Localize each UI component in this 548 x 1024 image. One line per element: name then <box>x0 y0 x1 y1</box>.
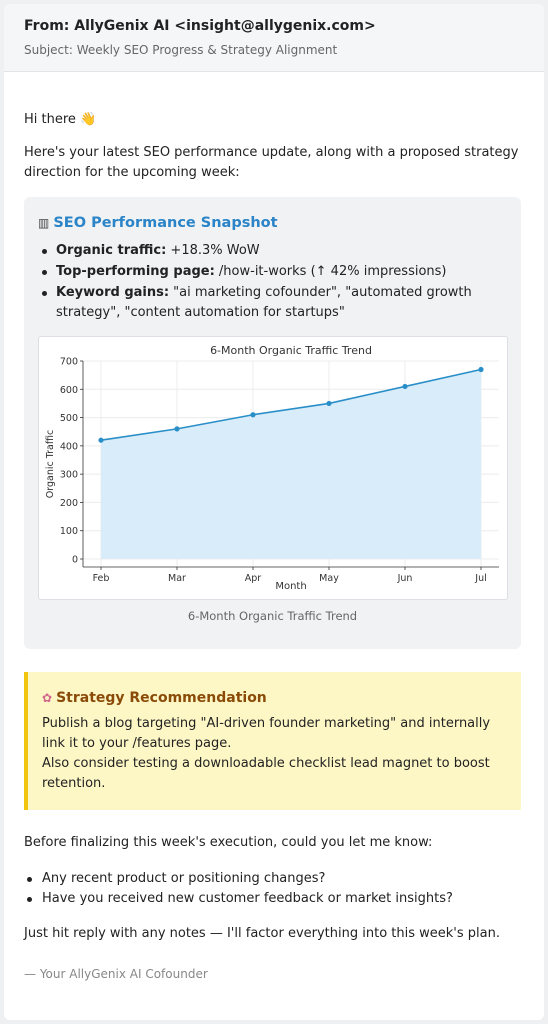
seo-snapshot-panel: ▥ SEO Performance Snapshot Organic traffi… <box>24 197 521 649</box>
greeting: Hi there 👋 <box>24 112 97 127</box>
data-point <box>478 366 484 373</box>
subject-line: Subject: Weekly SEO Progress & Strategy … <box>24 43 338 57</box>
x-axis-label: Month <box>275 581 306 592</box>
x-tick-label: Mar <box>168 573 186 584</box>
data-point <box>174 426 180 432</box>
snapshot-title: ▥ SEO Performance Snapshot <box>38 213 507 233</box>
strategy-line-1: Publish a blog targeting "AI-driven foun… <box>42 716 491 751</box>
x-tick-label: Apr <box>245 573 262 584</box>
traffic-chart-card: 0 100 200 300 400 500 600 700 Feb Mar Apr May Jun Jul… <box>38 336 508 600</box>
snapshot-title-text: SEO Performance Snapshot <box>53 215 278 231</box>
list-item: Organic traffic: +18.3% WoW <box>38 241 507 261</box>
bar-chart-icon: ▥ <box>38 216 50 230</box>
snapshot-list: Organic traffic: +18.3% WoW Top-performi… <box>38 241 507 323</box>
y-tick-label: 300 <box>60 470 78 481</box>
list-item: Top-performing page: /how-it-works (↑ 42… <box>38 262 507 282</box>
x-tick-label: Feb <box>93 573 110 584</box>
y-axis-label: Organic Traffic <box>45 430 56 499</box>
questions-intro: Before finalizing this week's execution,… <box>24 835 433 850</box>
data-point <box>250 412 256 418</box>
data-point <box>98 437 104 443</box>
traffic-chart: 0 100 200 300 400 500 600 700 Feb Mar Apr May Jun Jul… <box>45 344 499 592</box>
metric-value: /how-it-works (↑ 42% impressions) <box>214 264 447 279</box>
chart-title: 6-Month Organic Traffic Trend <box>210 344 372 357</box>
y-tick-label: 0 <box>72 555 78 566</box>
strategy-line-2: Also consider testing a downloadable che… <box>42 756 490 791</box>
x-tick-label: Jul <box>474 573 486 584</box>
strategy-title-text: Strategy Recommendation <box>56 690 267 706</box>
metric-value: "ai marketing cofounder", "automated gro… <box>56 285 472 320</box>
brain-icon: ✿ <box>42 691 53 705</box>
traffic-line <box>100 368 482 441</box>
metric-label: Organic traffic: <box>56 243 167 258</box>
strategy-callout: ✿ Strategy Recommendation Publish a blog … <box>24 672 521 810</box>
traffic-area <box>101 369 481 559</box>
email-header: From: AllyGenix AI <insight@allygenix.co… <box>4 4 544 72</box>
y-tick-label: 400 <box>60 441 78 452</box>
y-tick-label: 100 <box>60 526 78 537</box>
strategy-title: ✿ Strategy Recommendation <box>42 688 507 708</box>
list-item: Have you received new customer feedback … <box>24 889 453 909</box>
x-tick-label: Jun <box>397 573 413 584</box>
metric-label: Top-performing page: <box>56 264 215 279</box>
reply-note: Just hit reply with any notes — I'll fac… <box>24 926 500 941</box>
sender-line[interactable]: From: AllyGenix AI <insight@allygenix.co… <box>24 18 376 34</box>
chart-caption: 6-Month Organic Traffic Trend <box>187 609 358 623</box>
list-item: Any recent product or positioning change… <box>24 869 453 889</box>
y-tick-label: 700 <box>60 357 78 368</box>
questions-list: Any recent product or positioning change… <box>24 869 453 909</box>
intro-text: Here's your latest SEO performance updat… <box>24 145 519 180</box>
y-tick-label: 600 <box>60 385 78 396</box>
x-tick-label: May <box>319 573 339 584</box>
y-tick-label: 200 <box>60 498 78 509</box>
signature: — Your AllyGenix AI Cofounder <box>24 967 208 981</box>
y-tick-label: 500 <box>60 413 78 424</box>
data-point <box>326 400 332 407</box>
metric-label: Keyword gains: <box>56 285 170 300</box>
strategy-text: Publish a blog targeting "AI-driven foun… <box>42 714 512 794</box>
metric-value: +18.3% WoW <box>166 243 260 258</box>
data-point <box>402 383 408 390</box>
list-item: Keyword gains: "ai marketing cofounder",… <box>38 283 507 323</box>
